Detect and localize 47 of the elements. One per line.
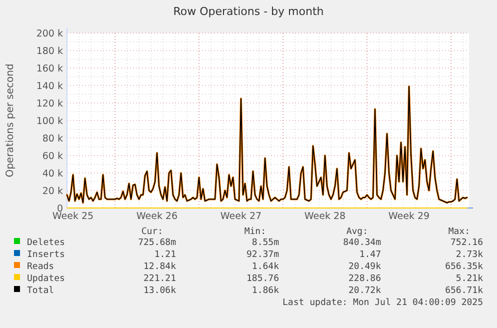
text: Min:: [244, 227, 266, 237]
text: 185.76: [246, 274, 279, 284]
text: 656.71k: [445, 286, 484, 296]
text: Avg:: [346, 227, 368, 237]
y-tick-label: 40 k: [42, 168, 64, 180]
text: 92.37m: [246, 250, 279, 260]
text: 1.21: [154, 250, 176, 260]
text: 1.47: [359, 250, 381, 260]
text: 2.73k: [456, 250, 484, 260]
y-tick-label: 200 k: [36, 28, 64, 40]
text: 840.34m: [343, 238, 381, 248]
chart-title: Row Operations - by month: [173, 5, 324, 18]
y-tick-label: 60 k: [42, 151, 64, 162]
text: 13.06k: [143, 286, 177, 296]
x-tick-label: Week 25: [52, 211, 94, 222]
text: 20.72k: [348, 286, 382, 296]
text: 5.21k: [456, 274, 484, 284]
text: Last update: Mon Jul 21 04:00:09 2025: [282, 298, 483, 308]
x-tick-label: Week 27: [220, 211, 262, 222]
text: Cur:: [141, 227, 163, 237]
x-tick-label: Week 26: [136, 211, 178, 222]
y-axis-title: Operations per second: [5, 64, 16, 178]
legend-label: Total: [27, 286, 54, 296]
y-tick-label: 80 k: [42, 134, 64, 144]
text: 12.84k: [143, 262, 177, 272]
text: Max:: [448, 227, 470, 237]
legend-label: Inserts: [27, 250, 65, 260]
y-tick-label: 160 k: [36, 64, 64, 74]
text: 1.86k: [252, 286, 280, 296]
y-tick-label: 180 k: [36, 46, 64, 57]
text: 752.16: [450, 238, 483, 248]
y-tick-label: 120 k: [36, 98, 64, 110]
text: 656.35k: [445, 262, 484, 272]
y-tick-label: 20 k: [42, 186, 64, 197]
legend-label: Reads: [27, 262, 54, 272]
y-tick-label: 140 k: [36, 81, 64, 92]
legend-label: Deletes: [27, 238, 65, 248]
y-tick-label: 100 k: [36, 116, 64, 127]
text: 1.64k: [252, 262, 280, 272]
text: 725.68m: [138, 238, 176, 248]
legend-label: Updates: [27, 274, 65, 284]
text: 20.49k: [348, 262, 382, 272]
text: 221.21: [143, 274, 176, 284]
text: 228.86: [348, 274, 381, 284]
text: 8.55m: [252, 238, 279, 248]
x-tick-label: Week 29: [388, 211, 430, 222]
x-tick-label: Week 28: [304, 211, 346, 222]
